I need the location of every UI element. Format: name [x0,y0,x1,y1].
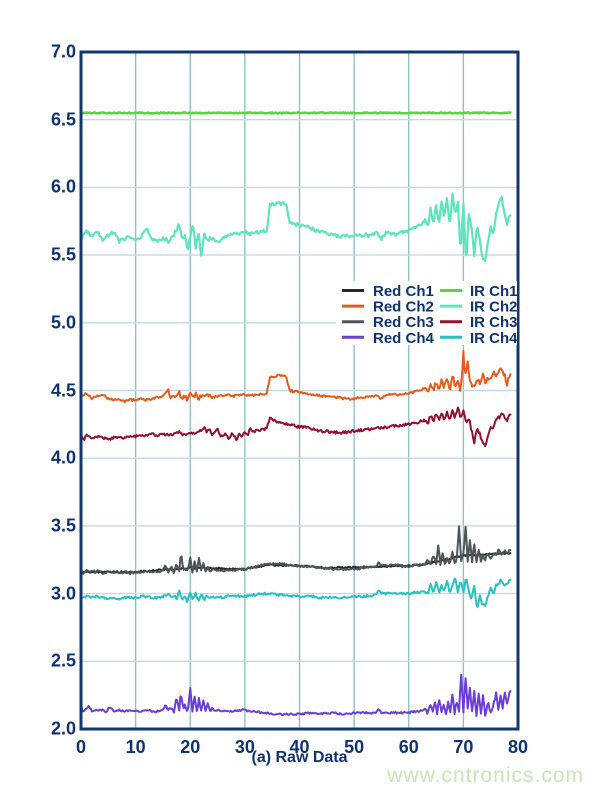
watermark-text: www.cntronics.com [387,764,584,787]
legend-label-red-ch4: Red Ch4 [373,330,435,347]
x-tick-label: 80 [507,737,529,757]
x-tick-label: 50 [344,737,365,757]
legend-background [336,281,517,345]
chart-line-ir-ch2 [79,192,512,263]
chart-line-red-ch4 [80,673,512,717]
chart-line-ir-ch4 [80,577,512,609]
x-tick-label: 0 [75,737,86,757]
y-tick-label: 2.0 [50,718,76,739]
y-tick-label: 2.5 [50,650,76,671]
plot-frame [79,50,520,731]
legend-label-ir-ch2: IR Ch2 [470,299,518,316]
chart-line-red-ch3 [80,525,512,576]
y-tick-label: 6.0 [50,176,76,197]
y-tick-label: 4.5 [50,380,76,400]
legend-label-red-ch2: Red Ch2 [373,299,434,316]
y-tick-label: 7.0 [50,41,76,62]
x-tick-label: 40 [289,737,310,757]
legend-label-red-ch1: Red Ch1 [373,283,434,300]
y-tick-label: 3.5 [50,515,76,536]
chart-line-ir-ch1 [79,111,512,115]
legend-label-red-ch3: Red Ch3 [373,314,434,331]
x-tick-label: 10 [125,737,146,757]
chart-line-red-ch2 [80,350,512,404]
y-tick-label: 3.0 [50,583,76,604]
x-axis-label: (a) Raw Data [251,749,348,766]
x-tick-label: 20 [180,737,201,757]
x-tick-label: 60 [398,737,419,757]
x-tick-label: 70 [453,737,474,757]
y-tick-label: 4.0 [50,447,76,468]
legend-label-ir-ch1: IR Ch1 [470,283,518,300]
chart-line-ir-ch3 [80,406,512,447]
y-tick-label: 6.5 [50,109,76,130]
x-tick-label: 30 [234,737,255,757]
legend-label-ir-ch4: IR Ch4 [470,330,518,347]
y-tick-label: 5.0 [50,312,76,333]
legend-label-ir-ch3: IR Ch3 [470,314,518,331]
y-tick-label: 5.5 [50,244,76,265]
